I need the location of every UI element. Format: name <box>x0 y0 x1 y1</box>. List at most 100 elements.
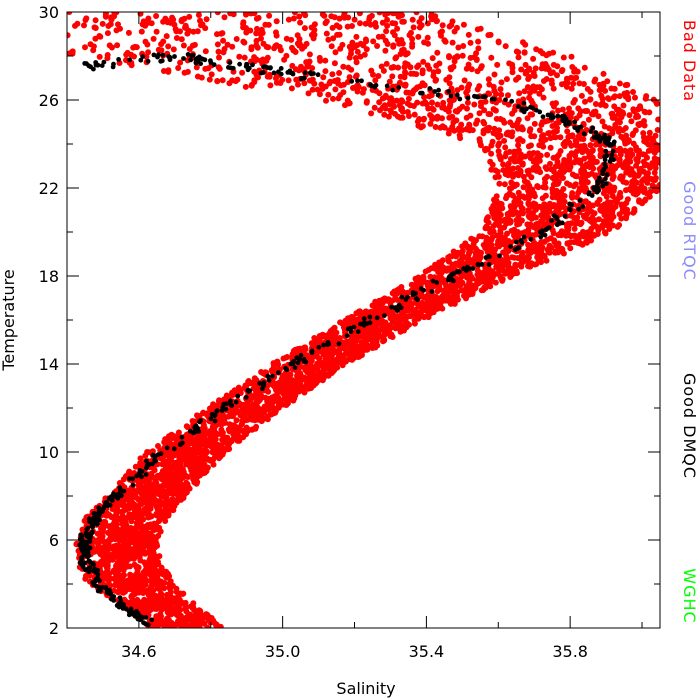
bad-data-point <box>647 164 653 171</box>
bad-data-point <box>385 113 392 120</box>
bad-data-point <box>531 202 538 209</box>
bad-data-point <box>544 236 551 243</box>
bad-data-point <box>446 114 453 121</box>
bad-data-point <box>505 248 512 254</box>
bad-data-point <box>238 427 245 434</box>
bad-data-point <box>415 62 422 69</box>
bad-data-point <box>501 137 508 144</box>
bad-data-point <box>489 274 496 281</box>
bad-data-point <box>509 122 516 129</box>
bad-data-point <box>355 344 362 351</box>
bad-data-point <box>104 52 111 58</box>
bad-data-point <box>302 12 309 19</box>
bad-data-point <box>125 29 132 36</box>
bad-data-point <box>278 385 285 392</box>
bad-data-point <box>418 15 425 22</box>
bad-data-point <box>119 518 126 524</box>
bad-data-point <box>533 167 540 174</box>
bad-data-point <box>502 144 509 151</box>
bad-data-point <box>413 71 420 78</box>
bad-data-point <box>509 171 516 178</box>
bad-data-point <box>399 114 406 121</box>
bad-data-point <box>553 242 560 249</box>
bad-data-point <box>188 459 195 466</box>
bad-data-point <box>230 410 237 417</box>
bad-data-point <box>112 512 119 519</box>
bad-data-point <box>399 47 406 54</box>
bad-data-point <box>288 85 295 92</box>
bad-data-point <box>615 127 622 134</box>
bad-data-point <box>505 92 511 99</box>
bad-data-point <box>260 40 267 47</box>
bad-data-point <box>191 418 198 425</box>
bad-data-point <box>515 189 522 196</box>
bad-data-point <box>486 81 493 88</box>
bad-data-point <box>214 451 220 458</box>
bad-data-point <box>328 43 335 50</box>
bad-data-point <box>130 554 137 560</box>
bad-data-point <box>390 29 396 36</box>
bad-data-point <box>452 108 459 115</box>
bad-data-point <box>216 65 223 72</box>
bad-data-point <box>135 589 142 596</box>
bad-data-point <box>247 12 254 17</box>
bad-data-point <box>351 16 358 23</box>
bad-data-point <box>329 24 336 31</box>
bad-data-point <box>506 185 513 192</box>
bad-data-point <box>305 61 312 68</box>
bad-data-point <box>226 80 233 87</box>
bad-data-point <box>554 63 561 70</box>
bad-data-point <box>622 125 629 131</box>
bad-data-point <box>121 535 127 541</box>
bad-data-point <box>396 289 403 296</box>
bad-data-point <box>515 54 522 61</box>
bad-data-point <box>463 274 470 281</box>
bad-data-point <box>216 54 222 61</box>
bad-data-point <box>511 158 518 165</box>
bad-data-point <box>166 584 173 590</box>
bad-data-point <box>560 54 567 61</box>
bad-data-point <box>608 85 615 92</box>
bad-data-point <box>409 16 416 23</box>
bad-data-point <box>258 35 264 42</box>
bad-data-point <box>492 259 499 266</box>
bad-data-point <box>219 30 226 37</box>
bad-data-point <box>476 272 483 279</box>
bad-data-point <box>288 36 295 43</box>
bad-data-point <box>490 130 497 136</box>
bad-data-point <box>147 535 154 542</box>
bad-data-point <box>133 505 140 512</box>
bad-data-point <box>518 263 525 270</box>
bad-data-point <box>266 398 272 405</box>
bad-data-point <box>527 155 534 162</box>
bad-data-point <box>155 443 161 449</box>
bad-data-point <box>439 28 445 35</box>
bad-data-point <box>191 448 198 455</box>
bad-data-point <box>477 142 484 149</box>
bad-data-point <box>265 21 272 28</box>
bad-data-point <box>469 127 476 134</box>
bad-data-point <box>408 29 414 36</box>
bad-data-point <box>539 195 546 202</box>
bad-data-point <box>439 22 446 29</box>
bad-data-point <box>231 422 238 429</box>
bad-data-point <box>442 297 449 304</box>
bad-data-point <box>141 536 148 543</box>
bad-data-point <box>499 276 506 283</box>
bad-data-point <box>546 200 553 207</box>
bad-data-point <box>521 88 528 95</box>
bad-data-point <box>217 623 224 628</box>
bad-data-point <box>290 47 297 54</box>
bad-data-point <box>641 162 648 169</box>
bad-data-point <box>362 36 369 43</box>
bad-data-point <box>410 24 417 31</box>
bad-data-point <box>434 49 441 56</box>
bad-data-point <box>546 50 553 57</box>
bad-data-point <box>113 27 120 34</box>
bad-data-point <box>252 384 259 391</box>
bad-data-point <box>412 275 419 282</box>
bad-data-point <box>253 71 260 78</box>
bad-data-point <box>120 572 127 579</box>
bad-data-point <box>345 64 352 71</box>
bad-data-point <box>369 345 376 351</box>
